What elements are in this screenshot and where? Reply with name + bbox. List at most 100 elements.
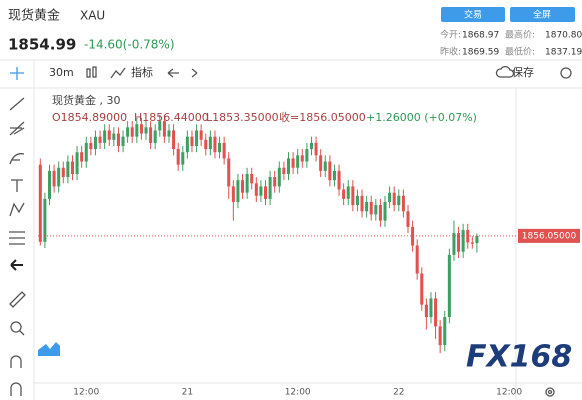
candle-body bbox=[84, 142, 88, 162]
candle-body bbox=[245, 173, 249, 193]
legend-high: H1856.44000 bbox=[134, 111, 209, 124]
x-tick-label: 12:00 bbox=[496, 388, 522, 398]
indicators[interactable]: 指标 bbox=[131, 65, 153, 79]
redo-icon[interactable] bbox=[191, 68, 198, 78]
symbol: XAU bbox=[80, 9, 105, 23]
candle-body bbox=[443, 317, 447, 346]
x-tick-label: 12:00 bbox=[285, 388, 311, 398]
candle-body bbox=[337, 170, 341, 190]
candle-body bbox=[277, 167, 281, 187]
candle-body bbox=[61, 167, 65, 178]
candle-body bbox=[291, 158, 295, 168]
candle-body bbox=[323, 161, 327, 171]
trade-button[interactable] bbox=[441, 7, 505, 22]
undo-icon[interactable] bbox=[167, 68, 179, 78]
candle-body bbox=[218, 142, 222, 153]
candle-body bbox=[139, 124, 143, 134]
stat-label: 最低价: bbox=[505, 46, 535, 58]
price-change: -14.60(-0.78%) bbox=[84, 38, 175, 52]
candle-body bbox=[75, 152, 79, 174]
candle-body bbox=[365, 201, 369, 212]
candle-body bbox=[70, 161, 74, 174]
candle-body bbox=[144, 127, 148, 134]
trade-label[interactable]: 交易 bbox=[464, 9, 482, 21]
candle-body bbox=[355, 195, 359, 206]
candle-body bbox=[38, 164, 42, 242]
candle-body bbox=[126, 127, 130, 137]
candle-body bbox=[475, 235, 479, 244]
candle-body bbox=[227, 158, 231, 187]
x-tick-label: 12:00 bbox=[73, 388, 99, 398]
stat-value: 1870.80 bbox=[545, 31, 582, 41]
last-price: 1854.99 bbox=[8, 36, 76, 54]
candle-body bbox=[241, 180, 245, 193]
settings-icon[interactable] bbox=[545, 387, 555, 397]
candle-body bbox=[80, 152, 84, 162]
candle-body bbox=[259, 186, 263, 196]
candle-body bbox=[52, 170, 56, 187]
candle-body bbox=[112, 133, 116, 140]
candle-body bbox=[309, 142, 313, 150]
candle-body bbox=[222, 142, 226, 159]
indicator-icon[interactable] bbox=[110, 67, 126, 79]
candle-body bbox=[204, 139, 208, 150]
fullscreen-button[interactable] bbox=[510, 7, 575, 22]
candle-body bbox=[162, 121, 166, 137]
candle-body bbox=[66, 161, 70, 178]
candle-body bbox=[47, 170, 52, 199]
candle-body bbox=[263, 186, 268, 199]
fullscreen-label[interactable]: 全屏 bbox=[533, 9, 551, 21]
candle-body bbox=[213, 136, 217, 153]
stat-label: 今开: bbox=[440, 29, 461, 41]
candle-body bbox=[231, 186, 235, 202]
drawing-tools[interactable] bbox=[9, 97, 26, 396]
price-label-bg bbox=[518, 228, 580, 243]
candle-body bbox=[457, 233, 461, 252]
candle-body bbox=[378, 205, 382, 221]
candle-body bbox=[268, 177, 272, 199]
camera-icon[interactable] bbox=[560, 67, 572, 79]
candle-icon[interactable] bbox=[86, 66, 97, 78]
candle-body bbox=[374, 205, 378, 215]
candle-body bbox=[153, 130, 157, 143]
cloud-icon[interactable] bbox=[495, 65, 515, 78]
candle-body bbox=[116, 133, 120, 146]
candle-body bbox=[392, 192, 396, 206]
candle-body bbox=[98, 136, 102, 143]
chart: FX168 12:00 21 12:00 22 12:00 1856.05000 现货黄金 ,… bbox=[38, 93, 580, 398]
candle-body bbox=[332, 170, 336, 181]
candle-body bbox=[199, 130, 203, 140]
interval[interactable]: 30m bbox=[49, 66, 74, 79]
candle-body bbox=[135, 124, 139, 137]
candle-body bbox=[93, 136, 97, 150]
candle-body bbox=[273, 177, 277, 187]
candle-body bbox=[190, 136, 194, 146]
save[interactable]: 保存 bbox=[512, 65, 534, 79]
candle-body bbox=[107, 130, 111, 140]
candle-body bbox=[406, 211, 410, 227]
candle-body bbox=[429, 298, 433, 318]
crosshair-icon[interactable] bbox=[10, 67, 24, 80]
candle-body bbox=[420, 273, 424, 305]
candle-body bbox=[342, 189, 346, 199]
candle-body bbox=[296, 155, 300, 168]
legend-close: 收=1856.05000 bbox=[279, 110, 366, 124]
candle-body bbox=[328, 161, 332, 181]
candle-body bbox=[305, 149, 309, 162]
candle-body bbox=[452, 233, 456, 255]
candle-body bbox=[57, 167, 61, 187]
candle-body bbox=[383, 201, 387, 221]
candle-body bbox=[195, 130, 199, 146]
x-tick-label: 21 bbox=[182, 388, 193, 398]
x-tick-label: 22 bbox=[393, 388, 404, 398]
candle-body bbox=[172, 130, 176, 150]
candle-body bbox=[250, 173, 254, 184]
candle-body bbox=[434, 298, 438, 327]
candle-body bbox=[236, 180, 240, 202]
candle-body bbox=[181, 152, 185, 165]
candle-body bbox=[415, 245, 419, 274]
candle-body bbox=[300, 155, 304, 162]
stat-value: 1837.19 bbox=[545, 48, 582, 58]
candle-body bbox=[149, 127, 153, 143]
